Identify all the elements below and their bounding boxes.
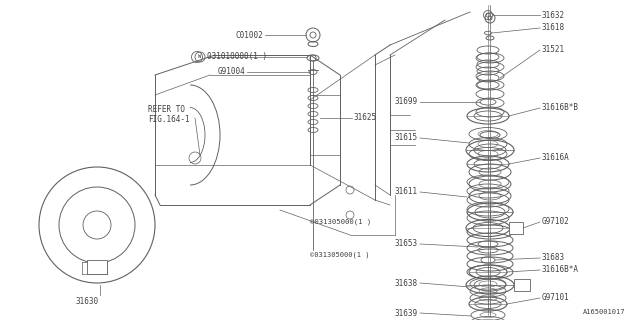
Text: 31639: 31639 (395, 308, 418, 317)
Text: 31616B*B: 31616B*B (542, 103, 579, 113)
Text: 31630: 31630 (75, 298, 98, 307)
Text: 31653: 31653 (395, 239, 418, 249)
Text: ©031305000(1 ): ©031305000(1 ) (310, 219, 371, 225)
Text: A165001017: A165001017 (582, 309, 625, 315)
Text: W: W (198, 54, 202, 60)
Text: G97102: G97102 (542, 218, 570, 227)
Text: G91004: G91004 (217, 68, 245, 76)
Bar (87, 260, 107, 274)
Text: FIG.164-1: FIG.164-1 (148, 116, 189, 124)
Text: ©031305000(1 ): ©031305000(1 ) (310, 252, 369, 258)
Text: 31618: 31618 (542, 23, 565, 33)
Bar (509, 222, 523, 234)
Text: G97101: G97101 (542, 293, 570, 302)
Text: 31521: 31521 (542, 45, 565, 54)
Text: 31615: 31615 (395, 133, 418, 142)
Text: 31683: 31683 (542, 253, 565, 262)
Text: 31616B*A: 31616B*A (542, 266, 579, 275)
Text: 31632: 31632 (542, 11, 565, 20)
Text: 31699: 31699 (395, 98, 418, 107)
Text: 31625: 31625 (354, 114, 377, 123)
Text: REFER TO: REFER TO (148, 106, 185, 115)
Text: C01002: C01002 (236, 30, 263, 39)
Text: 31638: 31638 (395, 278, 418, 287)
Text: 31611: 31611 (395, 188, 418, 196)
Text: 031010000(1 ): 031010000(1 ) (207, 52, 267, 61)
Text: 31616A: 31616A (542, 154, 570, 163)
Bar (514, 279, 530, 291)
